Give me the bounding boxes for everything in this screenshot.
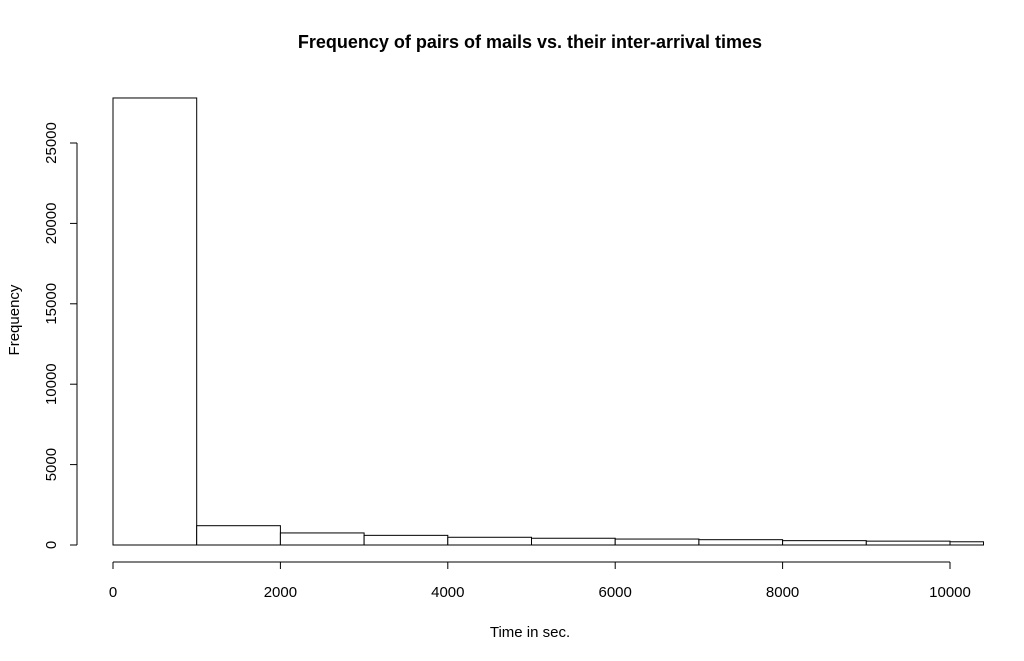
histogram-bar <box>531 537 616 546</box>
x-tick-label: 0 <box>109 584 117 601</box>
histogram-bar <box>447 536 532 546</box>
x-axis-label: Time in sec. <box>490 624 570 641</box>
chart-title: Frequency of pairs of mails vs. their in… <box>298 32 762 52</box>
y-axis-label: Frequency <box>6 284 23 355</box>
histogram-bar <box>196 525 281 546</box>
histogram-bar <box>782 540 867 546</box>
x-tick-label: 10000 <box>929 584 971 601</box>
bars-group <box>112 97 984 546</box>
y-tick-label: 5000 <box>43 448 60 481</box>
y-tick-label: 10000 <box>43 363 60 405</box>
x-tick-label: 8000 <box>766 584 799 601</box>
histogram-bar <box>279 532 365 546</box>
histogram-bar <box>363 534 449 546</box>
y-tick-label: 20000 <box>43 203 60 245</box>
y-tick-label: 15000 <box>43 283 60 325</box>
y-tick-label: 0 <box>43 541 60 549</box>
x-tick-label: 2000 <box>264 584 297 601</box>
histogram-bar <box>698 539 784 546</box>
histogram-bar <box>865 540 951 546</box>
x-tick-label: 4000 <box>431 584 464 601</box>
histogram-bar <box>614 538 700 546</box>
y-tick-label: 25000 <box>43 122 60 164</box>
histogram-bar <box>112 97 198 546</box>
x-axis: 0 2000 4000 6000 8000 10000 <box>109 561 971 601</box>
x-tick-label: 6000 <box>599 584 632 601</box>
y-axis: 0 5000 10000 15000 20000 25000 <box>43 122 78 549</box>
histogram-bar <box>949 541 984 546</box>
